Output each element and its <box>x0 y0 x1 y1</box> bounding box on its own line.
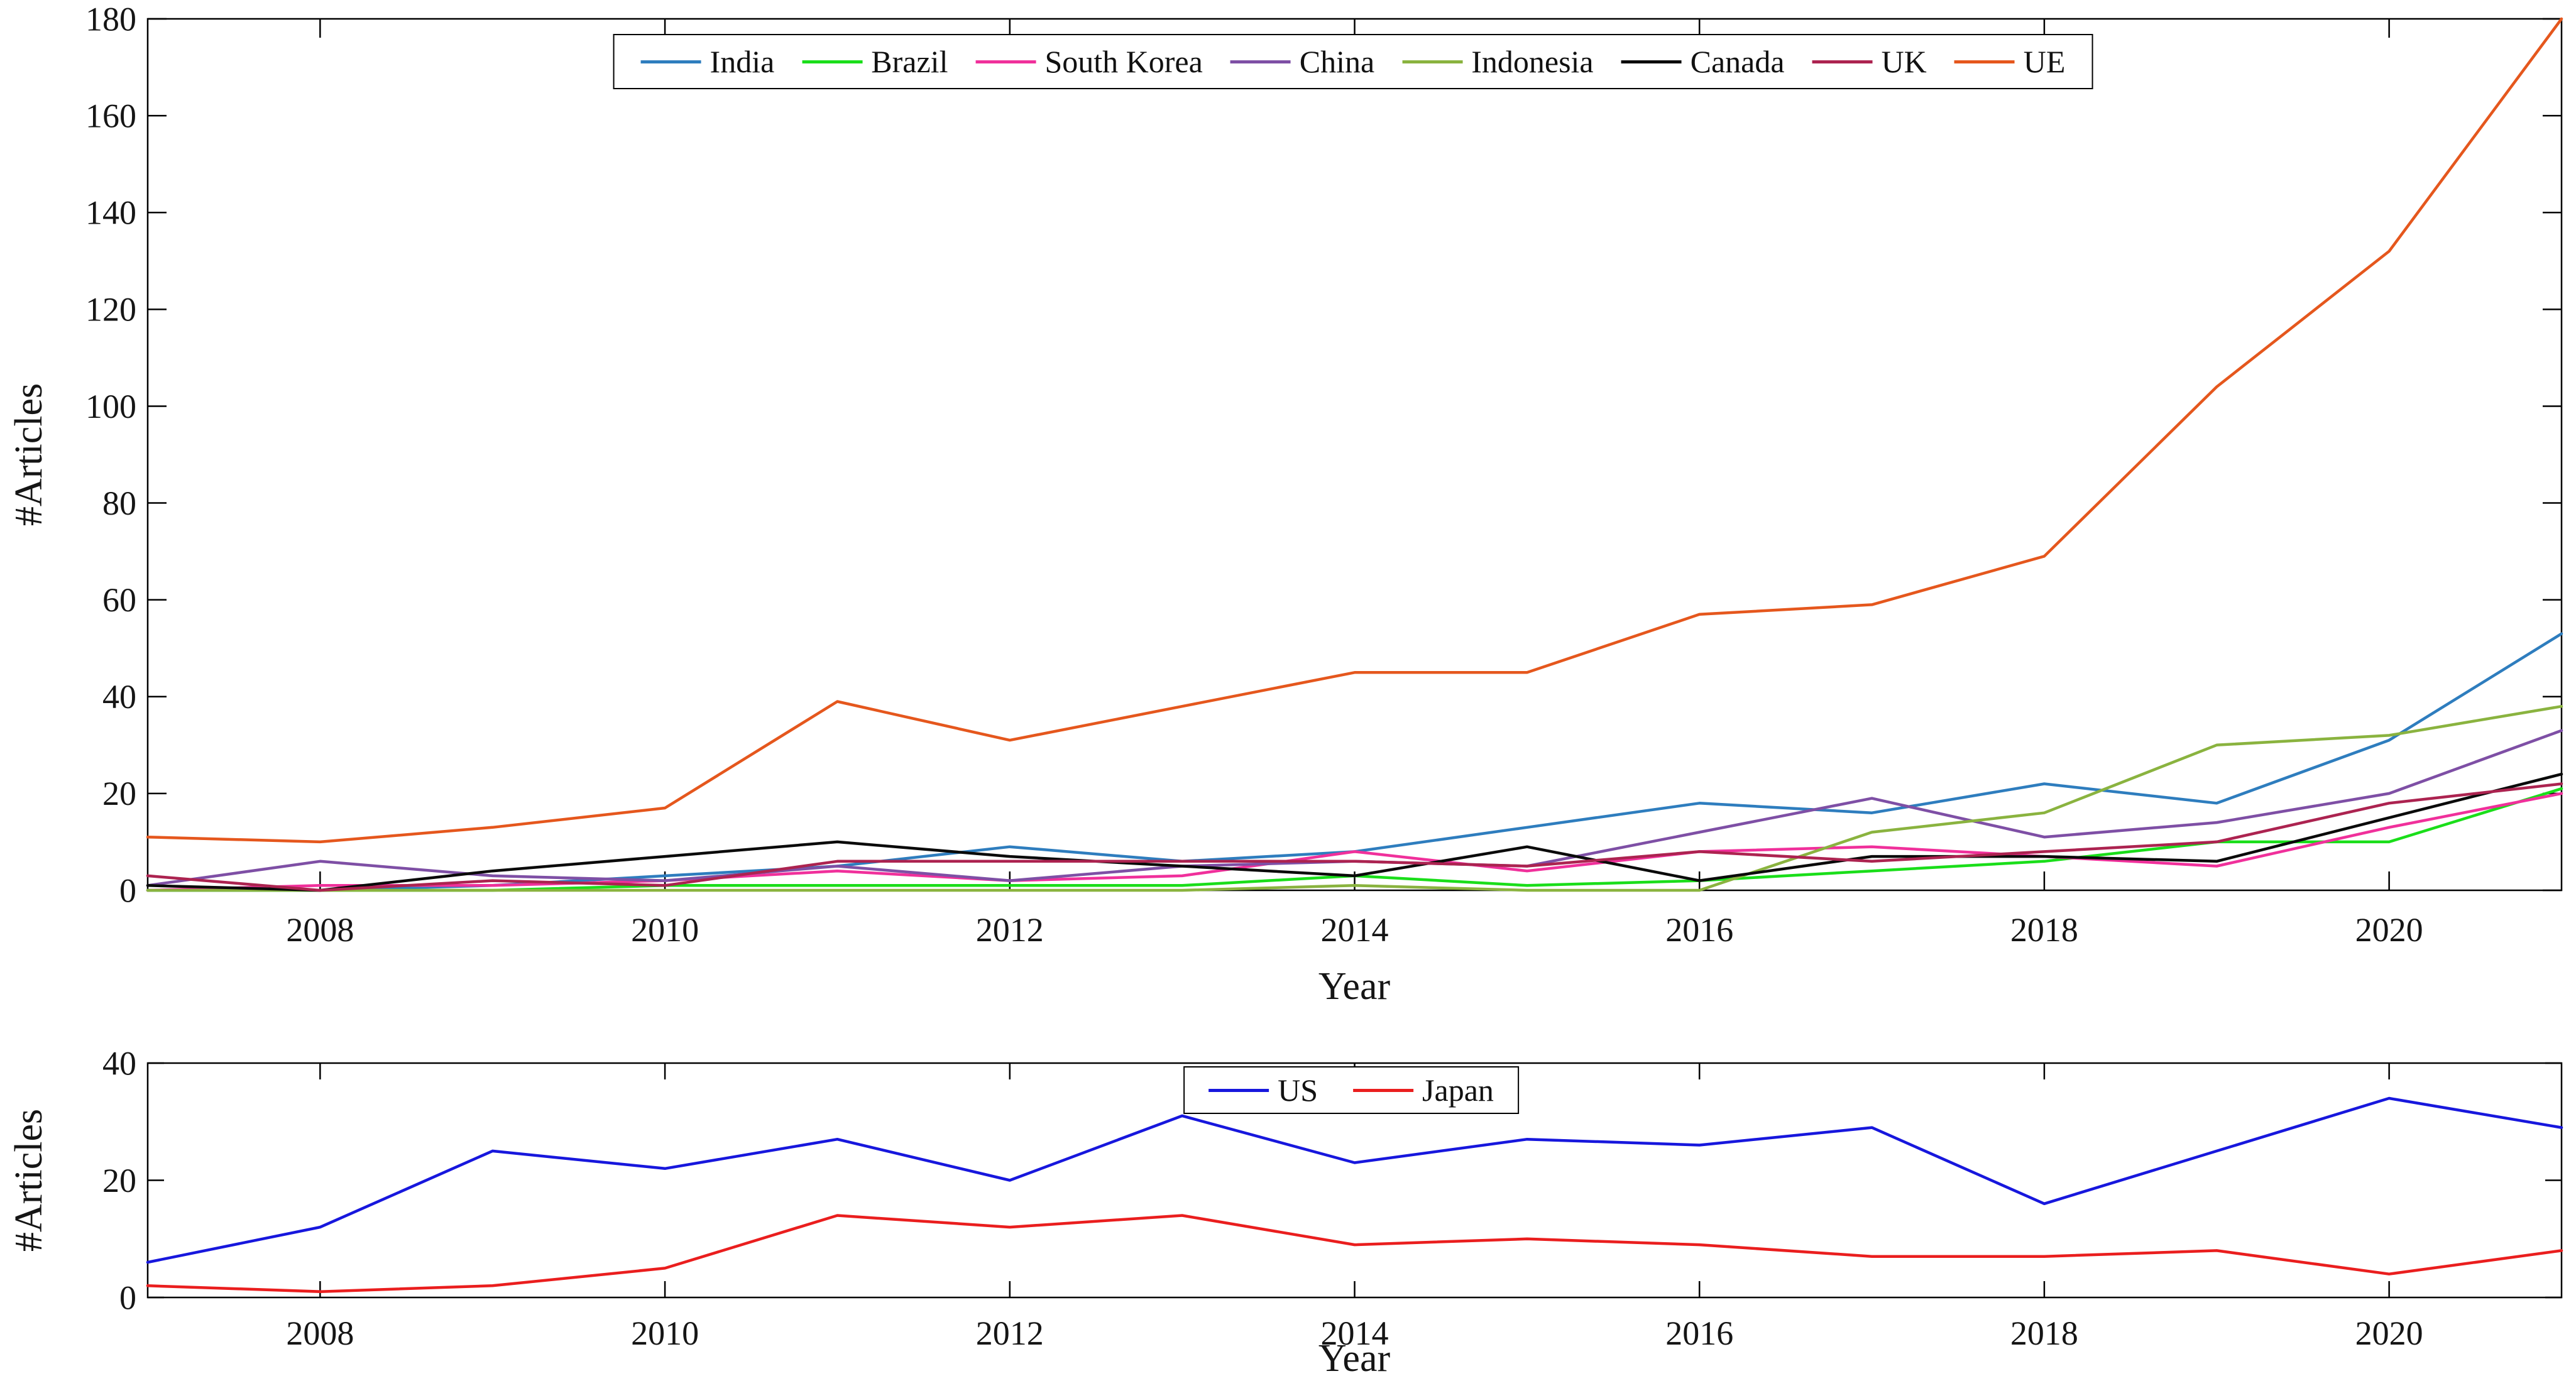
top-chart: 2008 2010 2012 2014 2016 2018 2020 0 20 40 60 80 100… <box>8 0 2563 1008</box>
y-tick-label: 20 <box>102 1162 136 1199</box>
y-tick-label: 20 <box>102 775 136 812</box>
x-tick-label: 2008 <box>286 1314 354 1352</box>
legend-label: Brazil <box>871 44 948 79</box>
bottom-chart: 2008 2010 2012 2014 2016 2018 2020 0 20 40 Year #Ar… <box>8 1044 2563 1376</box>
legend-line-swatch-icon <box>975 60 1036 63</box>
legend-label: UK <box>1881 44 1927 79</box>
y-tick-label: 100 <box>85 388 136 425</box>
x-tick-label: 2012 <box>976 1314 1044 1352</box>
legend-line-swatch-icon <box>1954 60 2015 63</box>
legend-label: Canada <box>1690 44 1785 79</box>
series-line-japan <box>146 1214 2563 1293</box>
legend-label: Indonesia <box>1471 44 1594 79</box>
legend-item-canada: Canada <box>1621 43 1785 80</box>
series-line-us <box>146 1096 2563 1264</box>
legend-item-india: India <box>640 43 775 80</box>
series-line-south-korea <box>146 792 2563 892</box>
x-tick-label: 2010 <box>631 911 699 949</box>
legend-item-japan: Japan <box>1353 1072 1494 1108</box>
series-line-ue <box>146 17 2563 844</box>
y-tick-label: 40 <box>102 1044 136 1082</box>
legend-item-south-korea: South Korea <box>975 43 1203 80</box>
legend-line-swatch-icon <box>1812 60 1873 63</box>
plot-frame <box>146 18 2563 892</box>
y-tick-label: 120 <box>85 291 136 329</box>
y-tick-label: 180 <box>85 0 136 38</box>
y-tick-label: 0 <box>119 871 136 909</box>
y-tick-label: 80 <box>102 484 136 522</box>
legend-label: India <box>710 44 775 79</box>
legend-line-swatch-icon <box>640 60 701 63</box>
series-line-canada <box>146 772 2563 892</box>
legend-item-ue: UE <box>1954 43 2066 80</box>
series-line-indonesia <box>146 704 2563 892</box>
legend-label: South Korea <box>1044 44 1203 79</box>
x-tick-label: 2018 <box>2010 1314 2078 1352</box>
y-tick-label: 60 <box>102 581 136 619</box>
legend-line-swatch-icon <box>1230 60 1291 63</box>
legend-line-swatch-icon <box>1209 1088 1269 1092</box>
y-tick-label: 160 <box>85 97 136 134</box>
x-tick-label: 2018 <box>2010 911 2078 949</box>
legend-line-swatch-icon <box>1402 60 1463 63</box>
legend-item-us: US <box>1209 1072 1318 1108</box>
series-line-uk <box>146 782 2563 892</box>
x-axis-label: Year <box>1318 1337 1391 1376</box>
bottom-chart-legend: US Japan <box>1183 1066 1519 1114</box>
x-tick-label: 2020 <box>2355 1314 2423 1352</box>
legend-item-indonesia: Indonesia <box>1402 43 1594 80</box>
x-tick-label: 2016 <box>1665 911 1733 949</box>
y-tick-label: 40 <box>102 678 136 716</box>
legend-item-uk: UK <box>1812 43 1927 80</box>
x-tick-label: 2020 <box>2355 911 2423 949</box>
y-tick-label: 0 <box>119 1279 136 1316</box>
legend-label: UE <box>2023 44 2066 79</box>
x-tick-label: 2012 <box>976 911 1044 949</box>
legend-label: China <box>1299 44 1375 79</box>
x-axis-label: Year <box>1318 965 1391 1008</box>
legend-label: US <box>1278 1073 1318 1108</box>
x-tick-label: 2008 <box>286 911 354 949</box>
legend-line-swatch-icon <box>1353 1088 1414 1092</box>
x-tick-label: 2016 <box>1665 1314 1733 1352</box>
x-tick-label: 2014 <box>1321 1314 1389 1352</box>
y-tick-label: 140 <box>85 194 136 232</box>
x-tick-label: 2014 <box>1321 911 1389 949</box>
y-axis-label: #Articles <box>8 383 50 526</box>
top-chart-legend: India Brazil South Korea China Indonesia Cana… <box>613 34 2093 89</box>
legend-label: Japan <box>1422 1073 1494 1108</box>
legend-item-china: China <box>1230 43 1374 80</box>
legend-line-swatch-icon <box>802 60 863 63</box>
y-axis-label: #Articles <box>8 1109 50 1252</box>
legend-line-swatch-icon <box>1621 60 1682 63</box>
legend-item-brazil: Brazil <box>802 43 948 80</box>
x-tick-label: 2010 <box>631 1314 699 1352</box>
